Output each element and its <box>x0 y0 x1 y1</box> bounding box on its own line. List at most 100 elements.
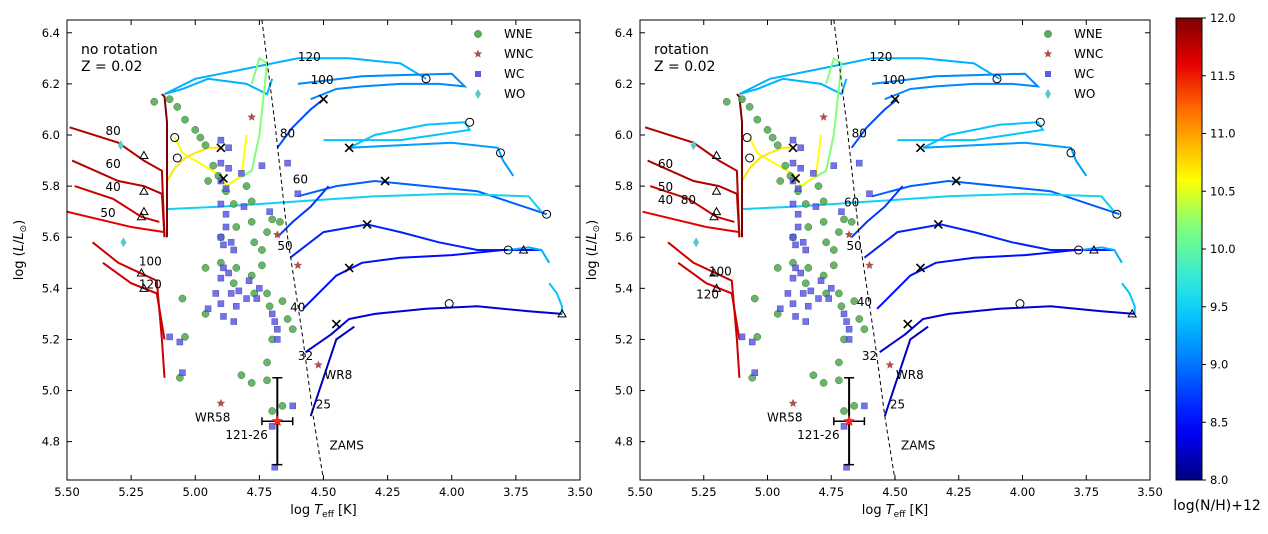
wc-point <box>222 223 230 231</box>
cross-marker <box>790 173 801 184</box>
wc-point <box>284 159 291 167</box>
x-tick-label: 5.50 <box>627 485 653 499</box>
wnc-point <box>819 112 828 121</box>
colorbar-label: log(N/H)+12 <box>1173 498 1261 514</box>
wne-point <box>258 261 266 270</box>
x-tick-label: 4.50 <box>311 485 337 499</box>
cross-marker <box>216 143 226 153</box>
track-label: 60 <box>105 157 120 171</box>
evolution-track <box>649 185 735 223</box>
wne-point <box>204 177 212 185</box>
wne-point <box>840 407 848 415</box>
cross-marker <box>788 143 798 153</box>
x-tick-label: 4.25 <box>946 485 972 499</box>
wne-point <box>263 289 271 298</box>
x-tick-label: 4.25 <box>375 485 401 499</box>
evolution-track <box>863 223 1115 259</box>
x-tick-label: 4.75 <box>818 485 844 499</box>
y-tick-label: 5.0 <box>615 384 633 398</box>
wc-point <box>220 241 227 249</box>
cross-marker <box>890 94 900 104</box>
triangle-marker <box>1089 244 1099 254</box>
wc-point <box>797 269 804 277</box>
wne-point <box>232 223 241 231</box>
wc-point <box>748 338 756 346</box>
wc-point <box>271 318 279 325</box>
wc-point <box>784 290 792 297</box>
wne-point <box>283 315 292 323</box>
wne-point <box>181 333 189 341</box>
wc-point <box>294 190 302 198</box>
wne-point <box>278 402 287 410</box>
wne-point <box>722 97 731 106</box>
label-wr58: WR58 <box>767 410 802 424</box>
triangle-marker <box>136 211 147 221</box>
wne-point <box>263 228 271 236</box>
wc-point <box>792 313 799 320</box>
wc-point <box>789 233 797 241</box>
x-tick-label: 5.00 <box>755 485 781 499</box>
triangle-marker <box>139 150 149 159</box>
wnc-point <box>788 398 798 407</box>
cross-marker <box>344 263 354 273</box>
wne-point <box>237 371 246 380</box>
wne-point <box>753 115 762 124</box>
legend-wnc-marker <box>1043 49 1053 58</box>
evolution-track <box>741 146 796 182</box>
plot-area <box>67 20 567 480</box>
wne-point <box>804 223 813 231</box>
y-axis-label: log (L/L⊙) <box>12 220 29 281</box>
y-tick-label: 6.4 <box>615 26 633 40</box>
panel-right: 12010080605040322560508040100120WR8WR581… <box>585 19 1163 520</box>
wc-point <box>230 318 237 325</box>
plot-area <box>642 20 1138 480</box>
label-wr8: WR8 <box>896 368 924 382</box>
evolution-track <box>297 72 468 101</box>
evolution-track <box>871 72 1041 101</box>
cross-marker <box>331 319 341 329</box>
wne-point <box>781 161 790 170</box>
circle-marker <box>495 148 505 158</box>
colorbar-tick-label: 10.0 <box>1210 242 1236 256</box>
wne-point <box>840 215 848 224</box>
track-label: 50 <box>100 206 115 220</box>
track-label: 25 <box>316 397 331 411</box>
wne-point <box>763 126 772 134</box>
wc-point <box>230 246 237 254</box>
wc-point <box>274 325 281 333</box>
wc-point <box>777 305 784 313</box>
wc-point <box>245 277 253 284</box>
wc-point <box>217 300 225 307</box>
wc-point <box>815 295 822 302</box>
wne-point <box>181 115 189 124</box>
y-tick-label: 6.0 <box>42 128 60 142</box>
wc-point <box>222 210 230 218</box>
track-label: 32 <box>298 349 313 363</box>
y-tick-label: 6.2 <box>615 77 633 91</box>
triangle-marker <box>1127 308 1138 318</box>
wne-point <box>229 200 238 208</box>
wc-point <box>789 136 797 144</box>
triangle-marker <box>139 283 149 292</box>
wne-point <box>753 333 762 341</box>
triangle-marker <box>136 267 147 277</box>
legend-label: WO <box>504 87 525 101</box>
evolution-track <box>850 185 904 238</box>
x-tick-label: 5.00 <box>182 485 208 499</box>
legend-label: WNE <box>504 27 532 41</box>
wc-point <box>176 338 184 346</box>
evolution-track <box>736 93 743 238</box>
circle-marker <box>444 299 454 309</box>
wne-point <box>855 315 864 323</box>
metallicity-annotation: Z = 0.02 <box>81 59 142 75</box>
legend-wc-marker <box>1045 71 1051 77</box>
y-tick-label: 5.8 <box>615 179 633 193</box>
wne-point <box>850 402 859 410</box>
wc-point <box>861 402 868 410</box>
evolution-track <box>69 126 166 238</box>
triangle-marker <box>709 267 719 277</box>
wne-point <box>229 279 238 288</box>
wne-point <box>209 161 218 170</box>
wne-point <box>201 141 210 150</box>
y-tick-label: 5.4 <box>42 281 60 295</box>
